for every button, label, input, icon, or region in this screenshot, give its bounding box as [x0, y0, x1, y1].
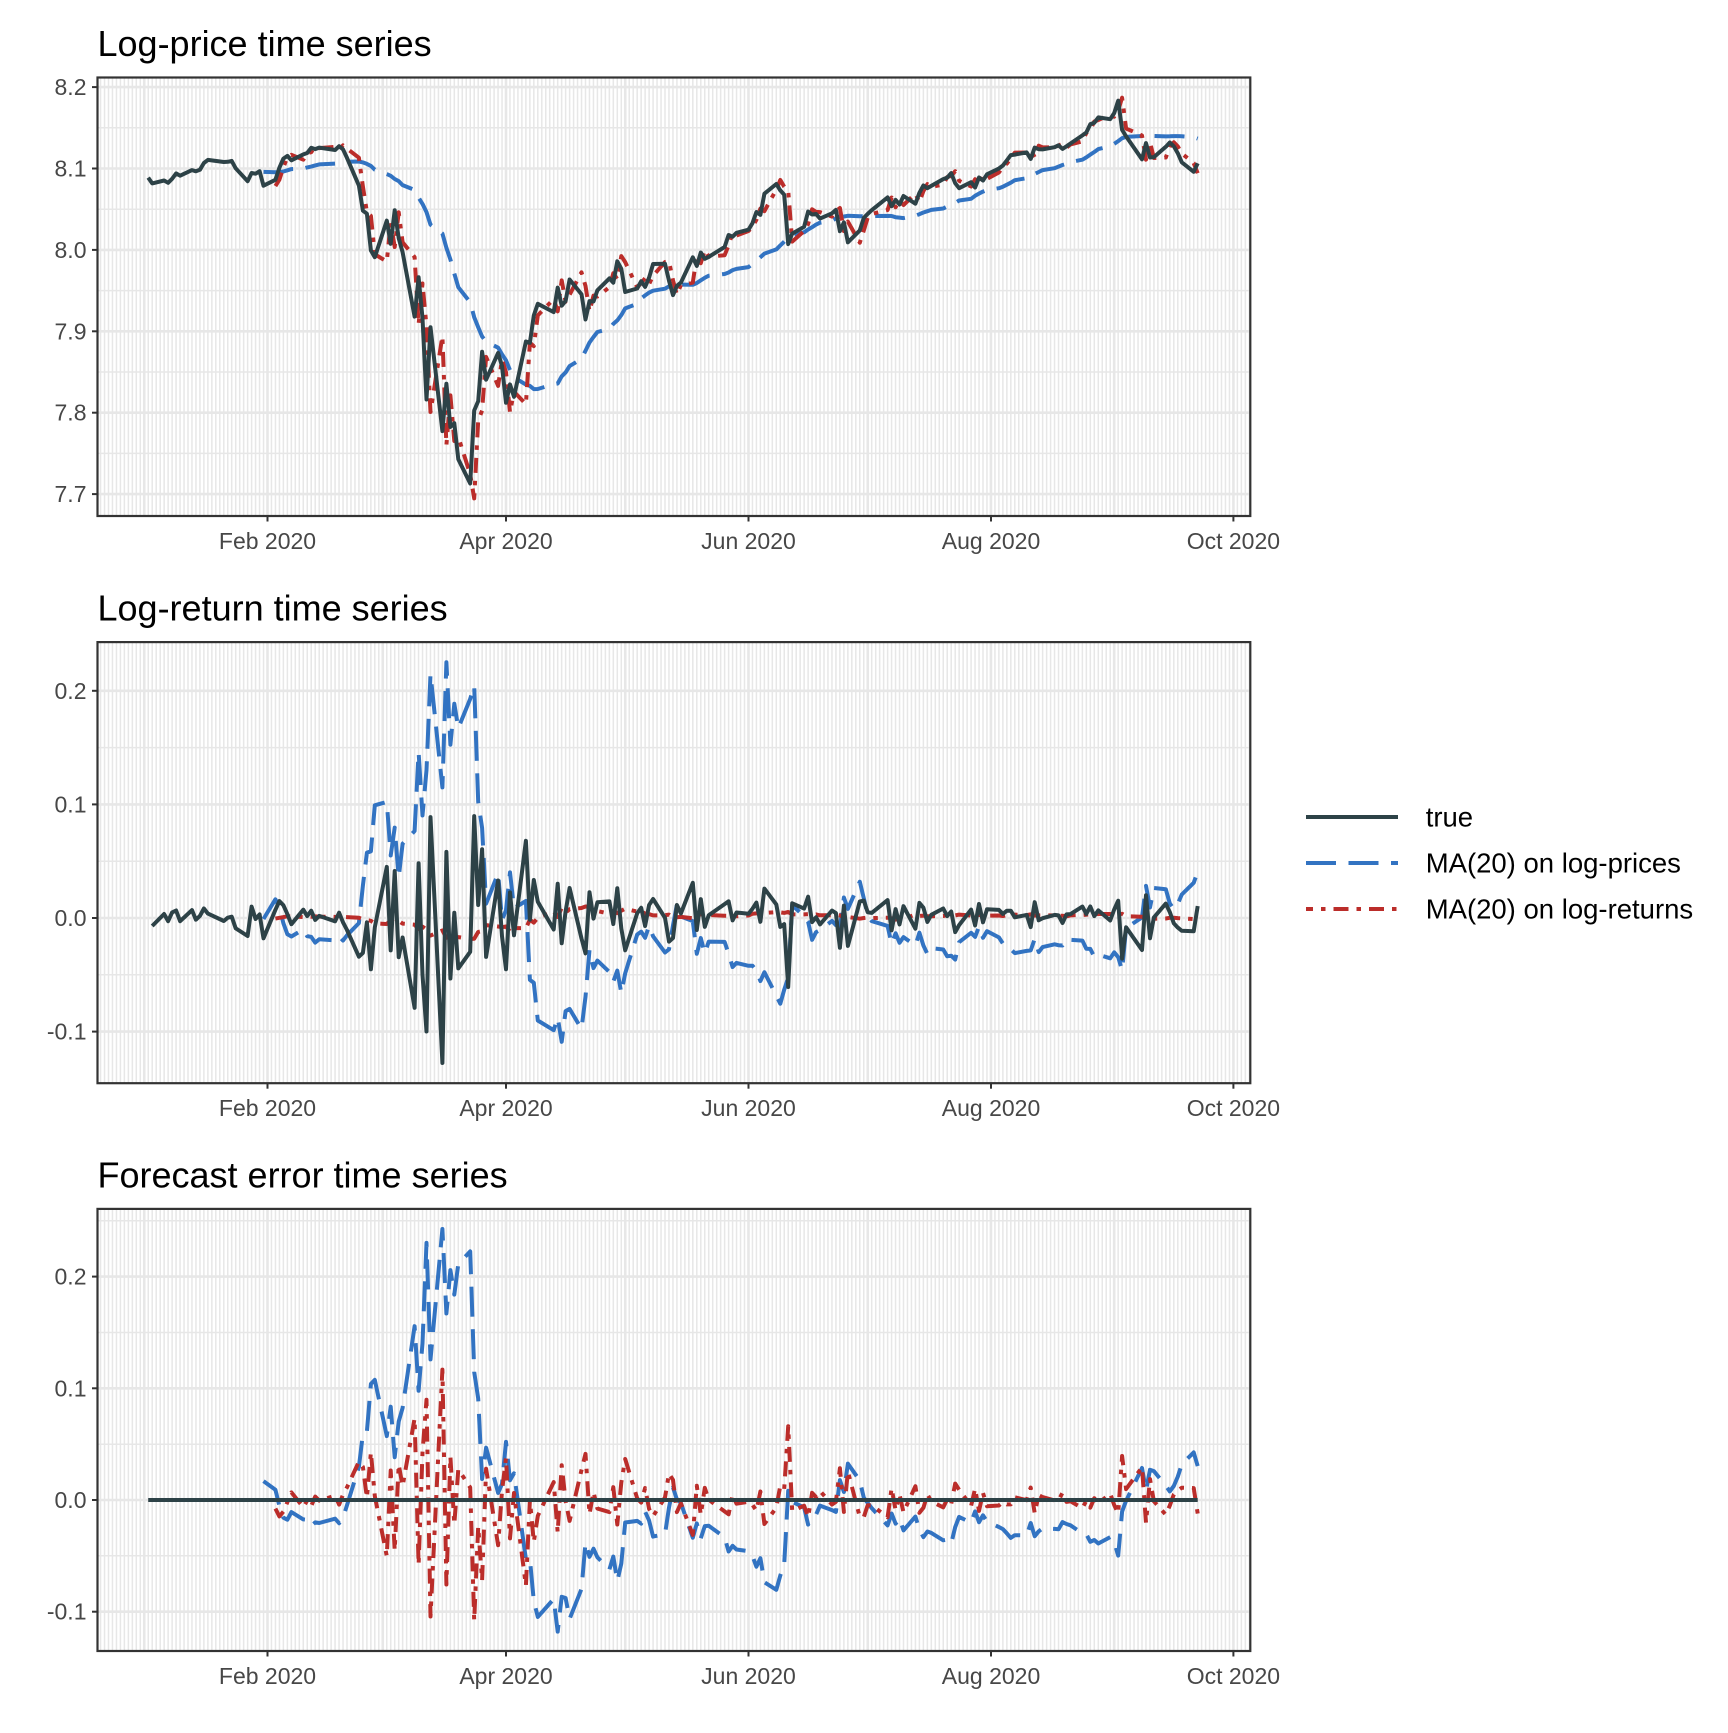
svg-text:Apr 2020: Apr 2020	[459, 1663, 552, 1689]
svg-text:Aug 2020: Aug 2020	[942, 528, 1040, 554]
svg-text:Jun 2020: Jun 2020	[701, 1095, 796, 1121]
svg-text:Aug 2020: Aug 2020	[942, 1095, 1040, 1121]
svg-text:7.8: 7.8	[55, 400, 87, 426]
svg-text:0.2: 0.2	[55, 678, 87, 704]
svg-text:8.2: 8.2	[55, 74, 87, 100]
svg-text:Jun 2020: Jun 2020	[701, 1663, 796, 1689]
svg-text:Log-return time series: Log-return time series	[98, 588, 448, 629]
svg-text:8.0: 8.0	[55, 237, 87, 263]
svg-text:Aug 2020: Aug 2020	[942, 1663, 1040, 1689]
svg-text:Forecast error time series: Forecast error time series	[98, 1154, 508, 1195]
svg-text:8.1: 8.1	[55, 156, 87, 182]
svg-text:true: true	[1426, 802, 1473, 833]
svg-text:0.0: 0.0	[55, 905, 87, 931]
svg-text:Apr 2020: Apr 2020	[459, 528, 552, 554]
svg-text:Apr 2020: Apr 2020	[459, 1095, 552, 1121]
svg-text:Feb 2020: Feb 2020	[219, 528, 316, 554]
svg-text:0.1: 0.1	[55, 1375, 87, 1401]
svg-text:Oct 2020: Oct 2020	[1187, 1095, 1280, 1121]
svg-text:0.1: 0.1	[55, 791, 87, 817]
svg-text:0.2: 0.2	[55, 1264, 87, 1290]
svg-text:-0.1: -0.1	[47, 1599, 87, 1625]
svg-text:Feb 2020: Feb 2020	[219, 1663, 316, 1689]
svg-text:0.0: 0.0	[55, 1487, 87, 1513]
svg-text:Log-price time series: Log-price time series	[98, 23, 432, 64]
svg-text:7.7: 7.7	[55, 481, 87, 507]
svg-text:7.9: 7.9	[55, 318, 87, 344]
svg-text:Jun 2020: Jun 2020	[701, 528, 796, 554]
svg-text:Oct 2020: Oct 2020	[1187, 528, 1280, 554]
svg-text:MA(20) on log-prices: MA(20) on log-prices	[1426, 848, 1681, 879]
svg-text:MA(20) on log-returns: MA(20) on log-returns	[1426, 894, 1693, 925]
svg-text:Oct 2020: Oct 2020	[1187, 1663, 1280, 1689]
svg-text:-0.1: -0.1	[47, 1019, 87, 1045]
svg-text:Feb 2020: Feb 2020	[219, 1095, 316, 1121]
